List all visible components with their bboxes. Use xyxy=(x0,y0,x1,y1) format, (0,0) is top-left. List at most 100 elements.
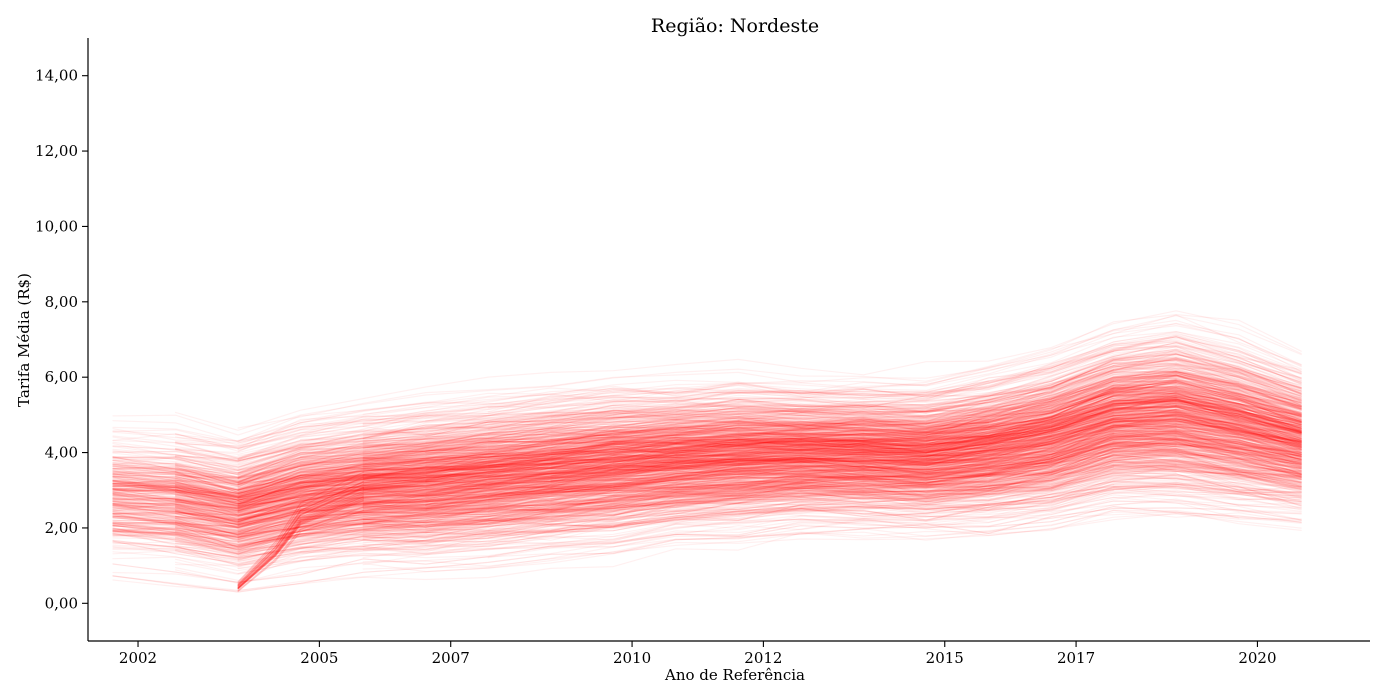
x-tick-label: 2005 xyxy=(300,649,338,667)
series-line xyxy=(112,466,1115,548)
series-line xyxy=(237,364,1302,461)
series-line xyxy=(237,381,1302,483)
series-line xyxy=(175,453,1302,537)
series-line xyxy=(112,399,1302,484)
series-line xyxy=(237,448,1302,540)
series-line xyxy=(237,341,1302,460)
series-line xyxy=(112,466,1302,548)
series-line xyxy=(112,433,1302,522)
series-line xyxy=(237,452,1302,538)
series-line xyxy=(112,487,1302,559)
series-line xyxy=(175,349,1302,462)
series-line xyxy=(175,460,1302,550)
series-line xyxy=(112,379,1302,493)
series-line xyxy=(175,380,1302,487)
series-line xyxy=(112,438,1302,534)
series-line xyxy=(112,429,1302,523)
series-line xyxy=(175,424,1302,528)
series-line xyxy=(175,419,1302,512)
series-line xyxy=(112,484,1302,556)
series-line xyxy=(112,402,1302,512)
series-line xyxy=(237,429,1302,533)
series-line xyxy=(112,358,1302,478)
series-line xyxy=(237,430,1302,525)
series-line xyxy=(112,426,1302,522)
series-line xyxy=(112,420,1302,515)
y-tick-label: 8,00 xyxy=(45,293,78,311)
series-line xyxy=(112,405,1302,501)
series-line xyxy=(112,418,1302,510)
series-line xyxy=(237,451,1302,542)
series-line xyxy=(237,425,1302,511)
series-line xyxy=(237,485,1302,568)
series-line xyxy=(112,461,1302,555)
series-line xyxy=(112,377,1302,460)
series-line xyxy=(112,384,1302,491)
series-line xyxy=(112,379,1302,480)
series-line xyxy=(112,350,1302,471)
series-line xyxy=(112,336,1302,449)
series-line xyxy=(112,435,1302,535)
series-line xyxy=(112,379,1302,498)
series-line xyxy=(175,487,1302,575)
series-line xyxy=(112,412,1302,517)
series-line xyxy=(112,428,1052,503)
series-line xyxy=(112,438,1302,538)
series-line xyxy=(112,380,1302,479)
series-line xyxy=(175,420,1302,510)
series-line xyxy=(237,417,1302,505)
series-line xyxy=(112,460,1302,548)
series-line xyxy=(112,396,1302,508)
series-line xyxy=(237,433,1302,526)
series-line xyxy=(112,314,1302,436)
series-line xyxy=(112,411,1240,505)
series-line xyxy=(112,436,1302,527)
series-line xyxy=(112,395,1302,498)
series-line xyxy=(112,408,1302,507)
series-line xyxy=(112,365,1302,481)
series-line xyxy=(112,400,1302,505)
series-line xyxy=(175,390,1302,501)
series-line xyxy=(175,420,1240,506)
series-line xyxy=(112,457,1302,549)
series-line xyxy=(112,381,1302,498)
series-line xyxy=(112,346,1302,444)
series-line xyxy=(112,357,1302,476)
series-line xyxy=(112,408,1302,501)
series-line xyxy=(175,400,1302,501)
series-line xyxy=(112,486,1302,560)
series-line xyxy=(237,415,1302,509)
series-line xyxy=(175,414,1302,508)
series-line xyxy=(175,432,1302,529)
series-line xyxy=(112,435,1302,526)
series-line xyxy=(112,401,1302,506)
series-line xyxy=(237,385,1302,489)
series-line xyxy=(112,438,1302,529)
x-axis-label: Ano de Referência xyxy=(664,666,805,684)
series-line xyxy=(112,448,1302,534)
series-line xyxy=(112,429,1302,516)
series-line xyxy=(112,389,1302,494)
series-line xyxy=(112,449,1302,538)
series-line xyxy=(112,374,1302,483)
series-line xyxy=(112,433,1302,524)
series-line xyxy=(175,426,1302,522)
series-line xyxy=(112,370,1302,463)
series-line xyxy=(112,368,1302,478)
series-line xyxy=(112,395,1302,494)
chart-title: Região: Nordeste xyxy=(651,15,819,37)
series-line xyxy=(237,386,1302,479)
series-line xyxy=(112,396,1177,502)
series-line xyxy=(112,414,1302,513)
series-line xyxy=(112,362,1302,467)
series-line xyxy=(237,448,1302,544)
series-line xyxy=(112,425,1177,524)
series-line xyxy=(112,391,1302,486)
series-line xyxy=(175,450,1302,538)
series-line xyxy=(237,446,1302,535)
series-line xyxy=(112,485,1302,563)
series-line xyxy=(112,414,1302,513)
series-line xyxy=(175,409,1302,508)
series-line xyxy=(112,451,1302,539)
series-line xyxy=(112,380,1302,485)
